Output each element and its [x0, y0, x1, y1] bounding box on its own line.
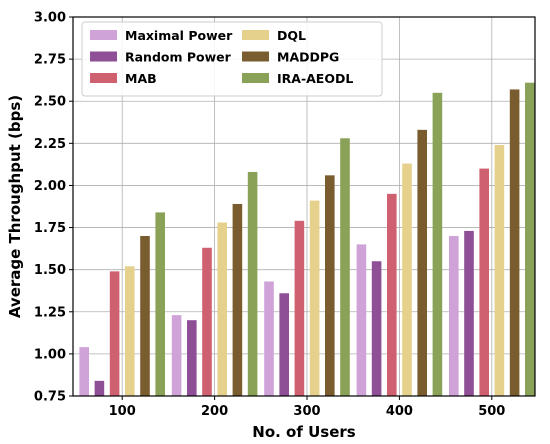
bar-mab-100 [109, 271, 120, 396]
legend-swatch-dql [242, 30, 269, 40]
bar-maximal-power-100 [79, 347, 89, 396]
bar-maximal-power-400 [356, 244, 367, 396]
legend-label-random-power: Random Power [125, 50, 232, 65]
y-tick-label: 0.75 [34, 390, 66, 405]
bar-random-power-400 [371, 261, 382, 396]
bar-maddpg-400 [417, 129, 427, 396]
bar-ira-aeodl-400 [432, 92, 443, 397]
legend-box [81, 21, 383, 97]
bar-maddpg-100 [140, 235, 150, 396]
legend: Maximal Power Random Power MAB DQL MADDPG IRA… [81, 21, 383, 97]
bar-dql-400 [402, 163, 412, 396]
y-tick-label: 2.50 [34, 95, 66, 110]
y-tick-label: 1.50 [34, 263, 66, 278]
bar-random-power-300 [279, 293, 289, 396]
bar-ira-aeodl-300 [340, 138, 350, 396]
y-tick-label: 1.25 [34, 305, 66, 320]
y-axis-ticks: 0.75 1.00 1.25 1.50 1.75 2.00 2.25 2.50 2.75 3.00 [34, 11, 73, 405]
y-tick-label: 2.00 [34, 179, 66, 194]
x-tick-label: 300 [293, 404, 320, 419]
y-tick-label: 2.75 [34, 53, 66, 68]
bars [79, 82, 535, 397]
bar-random-power-500 [464, 230, 474, 396]
y-tick-label: 2.25 [34, 137, 66, 152]
bar-mab-400 [387, 193, 397, 396]
y-tick-label: 3.00 [34, 11, 66, 26]
bar-ira-aeodl-200 [247, 171, 258, 396]
y-axis-title: Average Throughput (bps) [6, 95, 24, 318]
legend-swatch-maddpg [242, 51, 269, 62]
bar-mab-500 [479, 168, 489, 396]
x-tick-label: 400 [386, 404, 413, 419]
bar-dql-300 [309, 200, 320, 396]
legend-label-ira-aeodl: IRA-AEODL [277, 71, 353, 86]
y-tick-label: 1.75 [34, 221, 66, 236]
legend-swatch-ira-aeodl [242, 73, 269, 83]
plot-frame [72, 16, 536, 397]
x-tick-label: 200 [201, 404, 228, 419]
bar-dql-200 [217, 222, 227, 396]
bar-random-power-200 [187, 320, 197, 396]
bar-mab-200 [202, 247, 212, 396]
bar-maddpg-300 [325, 175, 335, 396]
legend-swatch-mab [90, 73, 117, 83]
bar-dql-500 [494, 145, 505, 396]
legend-label-maddpg: MADDPG [277, 50, 339, 65]
bar-random-power-100 [94, 380, 105, 396]
bar-maximal-power-500 [449, 235, 459, 396]
bar-maximal-power-200 [171, 315, 182, 396]
y-tick-label: 1.00 [34, 347, 66, 362]
legend-swatch-random-power [90, 51, 117, 62]
bar-maddpg-200 [232, 203, 243, 396]
x-axis-title: No. of Users [252, 423, 356, 441]
bar-maddpg-500 [509, 89, 520, 396]
bar-maximal-power-300 [264, 281, 274, 396]
x-tick-label: 500 [478, 404, 505, 419]
bar-ira-aeodl-100 [155, 212, 165, 396]
bar-mab-300 [294, 220, 305, 396]
bar-ira-aeodl-500 [525, 82, 535, 397]
legend-swatch-maximal-power [90, 30, 117, 40]
legend-label-maximal-power: Maximal Power [125, 28, 233, 43]
x-axis-ticks: 100 200 300 400 500 [109, 396, 505, 419]
x-tick-label: 100 [109, 404, 136, 419]
bar-dql-100 [125, 266, 135, 396]
legend-label-mab: MAB [125, 71, 157, 86]
legend-label-dql: DQL [277, 28, 306, 43]
